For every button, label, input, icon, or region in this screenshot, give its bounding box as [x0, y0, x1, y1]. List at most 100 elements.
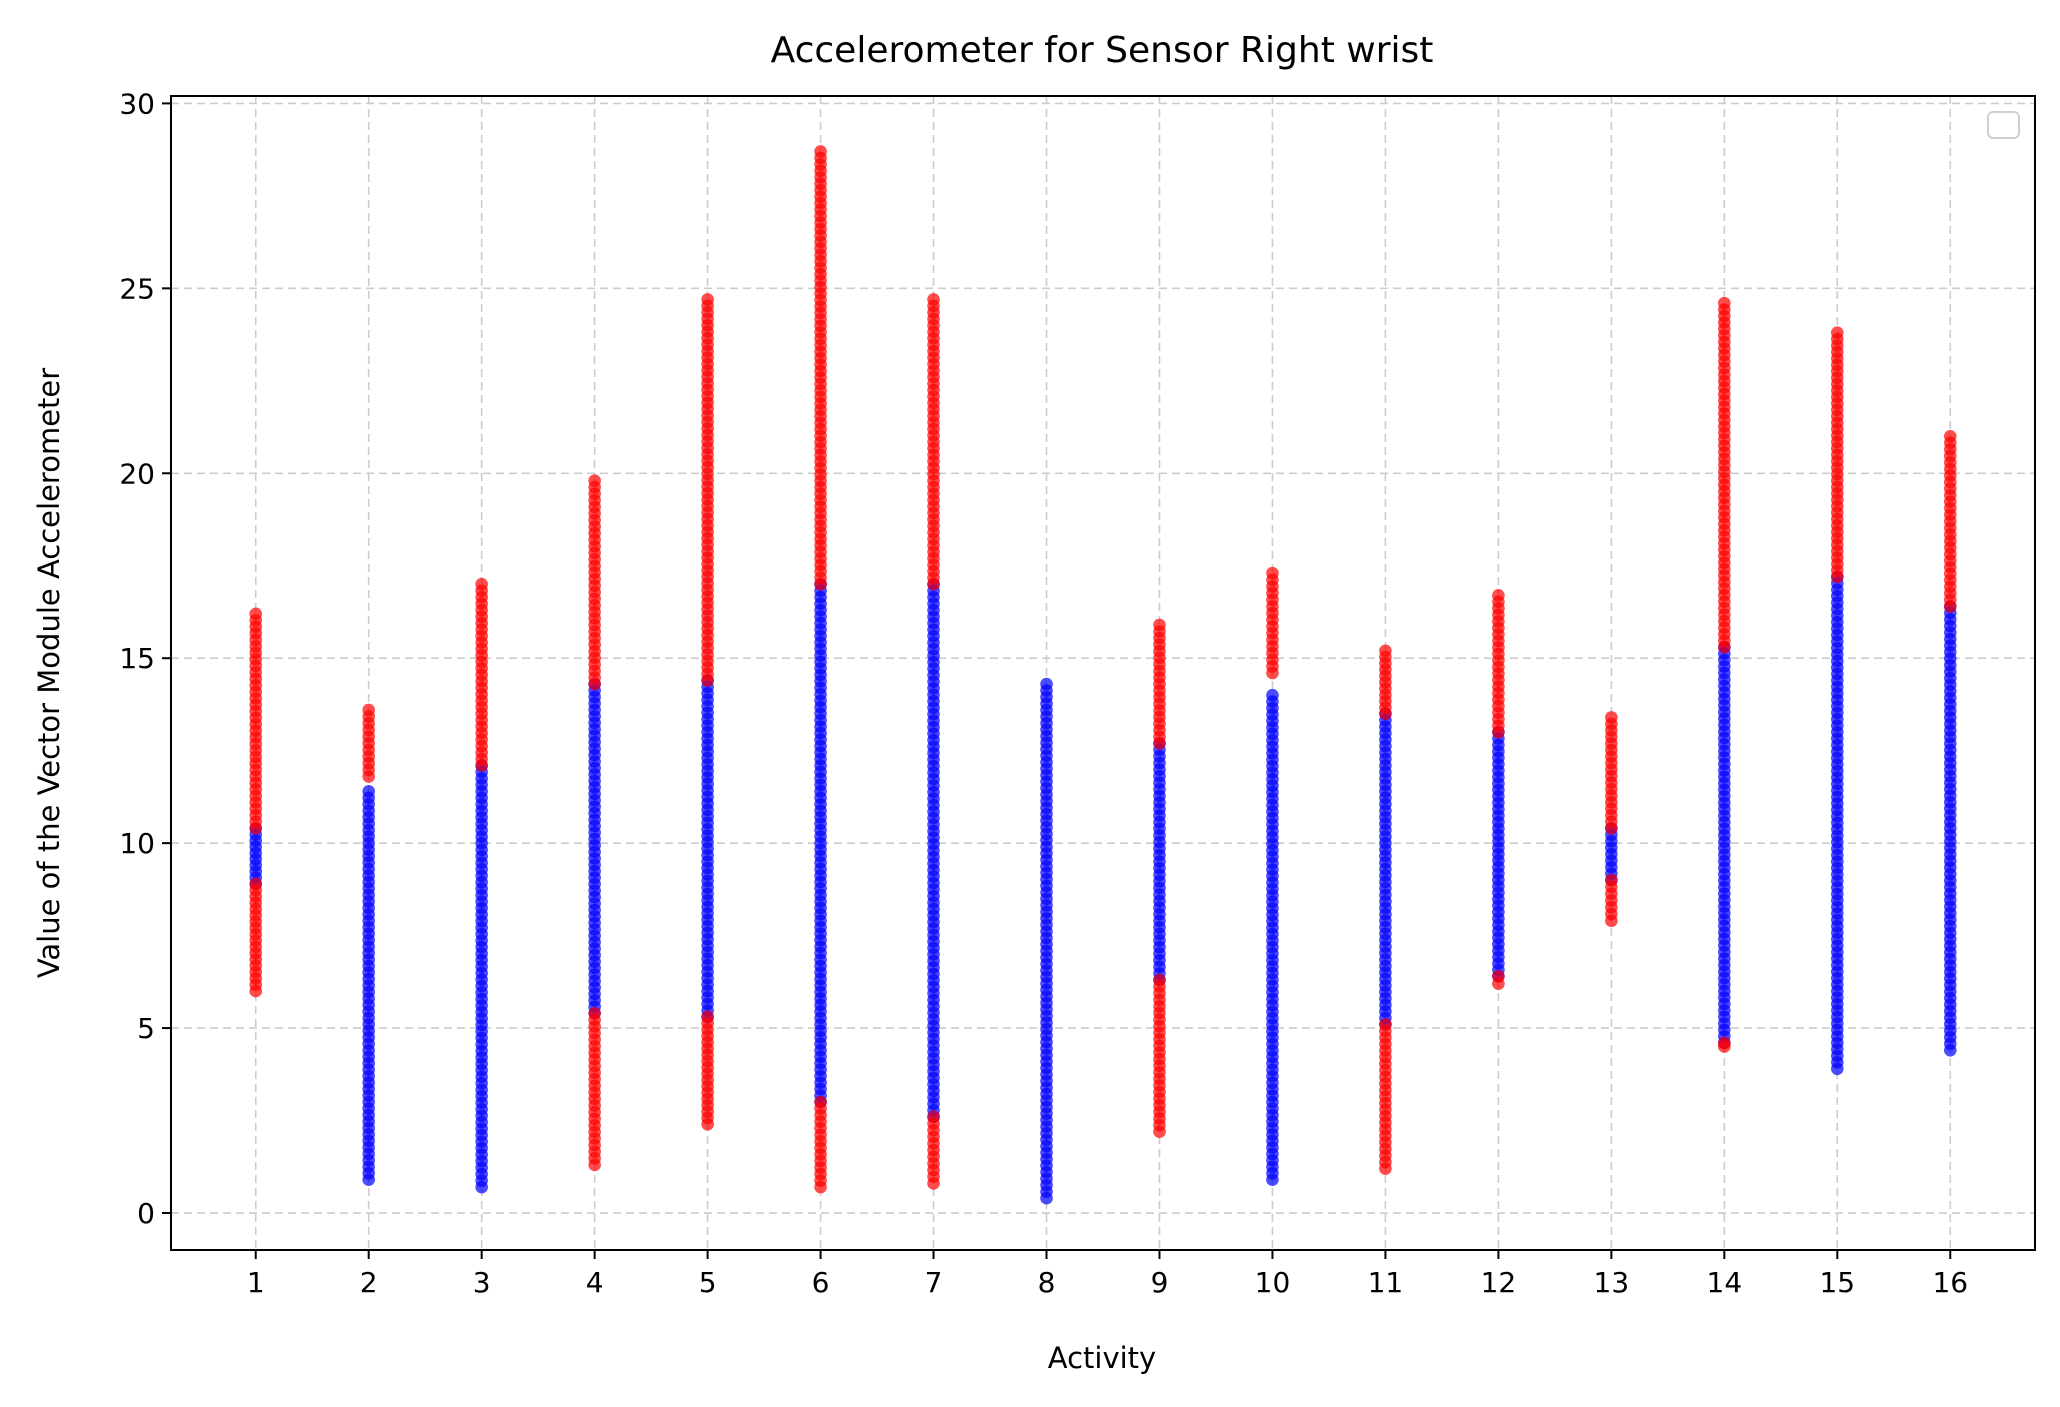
- outlier-point: [1605, 914, 1618, 928]
- inlier-point: [1831, 1062, 1844, 1076]
- inlier-point-group: [475, 759, 488, 1194]
- outlier-point: [1379, 707, 1392, 720]
- inlier-point: [1943, 1043, 1957, 1057]
- outlier-point-group: [927, 293, 940, 591]
- outlier-point-group: [1718, 296, 1731, 654]
- x-tick-label: 7: [925, 1266, 943, 1299]
- inlier-point-group: [1266, 688, 1279, 1187]
- outlier-point-group: [1605, 873, 1618, 928]
- x-axis-title: Activity: [1048, 1341, 1156, 1375]
- inlier-point-group: [1379, 707, 1392, 1031]
- inlier-point-group: [1718, 640, 1731, 1050]
- outlier-point: [701, 1117, 714, 1131]
- x-tick-label: 10: [1255, 1266, 1291, 1299]
- x-tick-label: 11: [1368, 1266, 1404, 1299]
- inlier-point-group: [362, 785, 375, 1187]
- outlier-point-group: [1718, 1036, 1731, 1053]
- outlier-point-group: [1492, 969, 1505, 990]
- outlier-point-group: [814, 145, 827, 591]
- outlier-point: [814, 1180, 827, 1194]
- outlier-point-group: [588, 474, 601, 691]
- outlier-point-group: [1153, 618, 1166, 750]
- outlier-point: [927, 577, 940, 591]
- y-tick-label: 20: [119, 457, 155, 490]
- y-tick-label: 10: [119, 827, 155, 860]
- outlier-point-group: [588, 1006, 601, 1172]
- chart-title: Accelerometer for Sensor Right wrist: [771, 30, 1434, 71]
- outlier-point: [1718, 1040, 1731, 1053]
- y-tick-label: 5: [137, 1012, 155, 1045]
- outlier-point: [362, 770, 375, 783]
- inlier-point-group: [588, 677, 601, 1020]
- outlier-point: [588, 1158, 601, 1172]
- outlier-point: [1379, 1162, 1392, 1175]
- outlier-point-group: [1492, 589, 1505, 739]
- outlier-point-group: [362, 703, 375, 783]
- y-tick-label: 15: [119, 642, 155, 675]
- outlier-point: [475, 759, 488, 772]
- inlier-point-group: [1153, 736, 1166, 987]
- y-tick-label: 25: [119, 272, 155, 305]
- outlier-point-group: [249, 877, 263, 998]
- x-tick-label: 2: [360, 1266, 378, 1299]
- x-tick-label: 14: [1707, 1266, 1743, 1299]
- outlier-point-group: [475, 577, 488, 772]
- outlier-point: [701, 674, 714, 687]
- x-tick-label: 13: [1594, 1266, 1630, 1299]
- outlier-point-group: [1831, 326, 1844, 584]
- axes: [162, 95, 2036, 1259]
- outlier-point: [1153, 736, 1166, 750]
- outlier-point: [1943, 600, 1957, 613]
- data-points: [249, 145, 1957, 1205]
- inlier-point: [1040, 1191, 1053, 1205]
- inlier-point-group: [1040, 677, 1053, 1205]
- outlier-point-group: [701, 293, 714, 687]
- inlier-point-group: [701, 674, 714, 1024]
- x-tick-label: 12: [1481, 1266, 1517, 1299]
- outlier-point: [1831, 570, 1844, 584]
- x-tick-label: 4: [586, 1266, 604, 1299]
- x-tick-label: 15: [1819, 1266, 1855, 1299]
- outlier-point-group: [814, 1095, 827, 1194]
- y-axis-title: Value of the Vector Module Accelerometer: [32, 368, 66, 978]
- inlier-point-group: [1492, 725, 1505, 983]
- inlier-point: [475, 1180, 488, 1194]
- inlier-point-group: [927, 577, 940, 1124]
- plot-frame: [170, 95, 2036, 1251]
- outlier-point: [588, 677, 601, 691]
- outlier-point-group: [249, 607, 263, 835]
- x-tick-label: 8: [1038, 1266, 1056, 1299]
- y-tick-label: 30: [119, 87, 155, 120]
- x-tick-label: 1: [247, 1266, 265, 1299]
- outlier-point: [927, 1177, 940, 1190]
- outlier-point: [1266, 666, 1279, 680]
- inlier-point-group: [1831, 570, 1844, 1076]
- legend: [1987, 111, 2020, 139]
- outlier-point: [1153, 1125, 1166, 1138]
- inlier-point-group: [1943, 600, 1957, 1057]
- outlier-point: [814, 577, 827, 591]
- y-tick-label: 0: [137, 1197, 155, 1230]
- outlier-point-group: [701, 1010, 714, 1131]
- inlier-point: [1266, 1173, 1279, 1187]
- outlier-point-group: [927, 1110, 940, 1190]
- x-tick-label: 9: [1151, 1266, 1169, 1299]
- outlier-point-group: [1943, 429, 1957, 613]
- x-tick-label: 3: [473, 1266, 491, 1299]
- outlier-point: [1492, 725, 1505, 739]
- x-tick-label: 5: [699, 1266, 717, 1299]
- x-tick-label: 6: [812, 1266, 830, 1299]
- outlier-point-group: [1379, 644, 1392, 720]
- outlier-point-group: [1605, 711, 1618, 835]
- outlier-point: [249, 822, 263, 835]
- x-tick-label: 16: [1932, 1266, 1968, 1299]
- inlier-point-group: [814, 577, 827, 1109]
- outlier-point-group: [1379, 1018, 1392, 1175]
- outlier-point: [249, 984, 263, 998]
- inlier-point: [362, 1173, 375, 1187]
- outlier-point-group: [1266, 566, 1279, 680]
- outlier-point: [1492, 977, 1505, 990]
